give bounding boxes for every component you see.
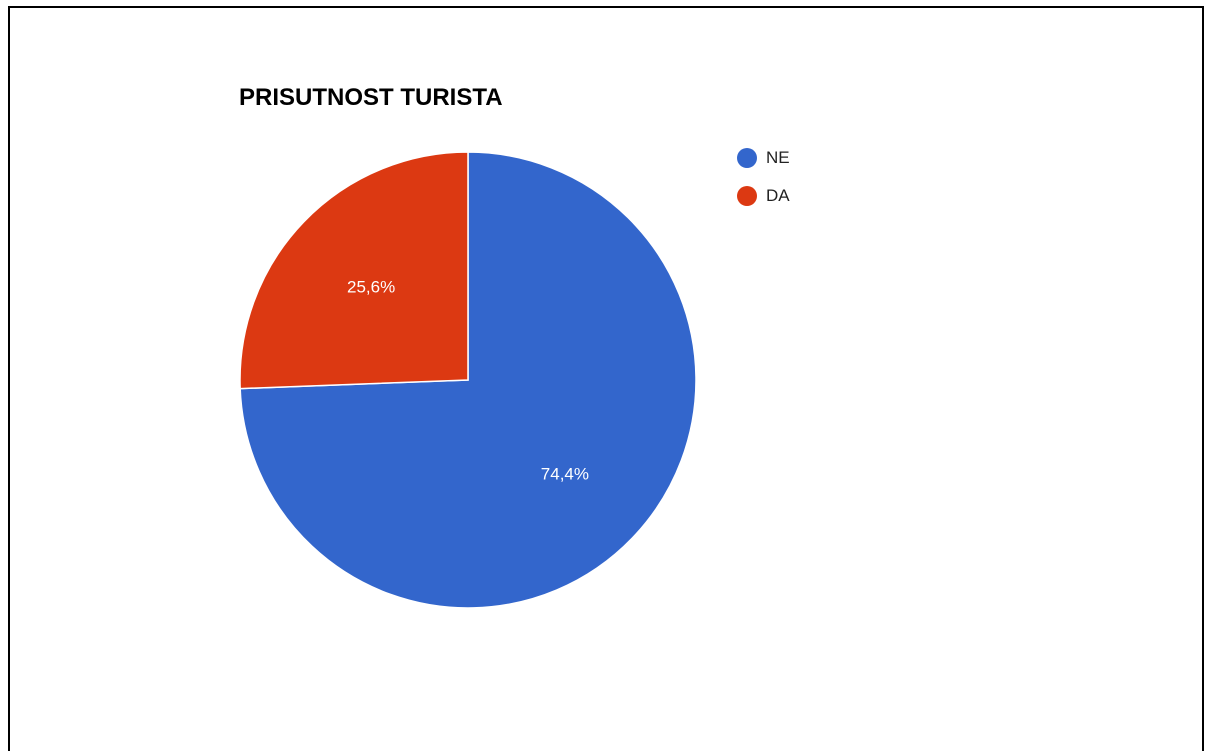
legend-label-ne: NE — [766, 148, 790, 167]
legend-swatch-da-icon — [737, 186, 757, 206]
chart-frame — [8, 6, 1204, 751]
legend-item-ne[interactable]: NE — [737, 148, 790, 168]
legend-item-da[interactable]: DA — [737, 186, 790, 206]
legend-swatch-ne-icon — [737, 148, 757, 168]
legend-label-da: DA — [766, 186, 790, 205]
pie-slice-da[interactable] — [239, 151, 469, 390]
pie-label-ne: 74,4% — [541, 464, 589, 483]
pie-label-da: 25,6% — [347, 278, 395, 297]
pie-labels: 74,4% 25,6% — [347, 278, 589, 484]
pie-slices — [239, 151, 697, 609]
chart-title: PRISUTNOST TURISTA — [239, 84, 503, 111]
chart-legend: NE DA — [737, 148, 790, 224]
